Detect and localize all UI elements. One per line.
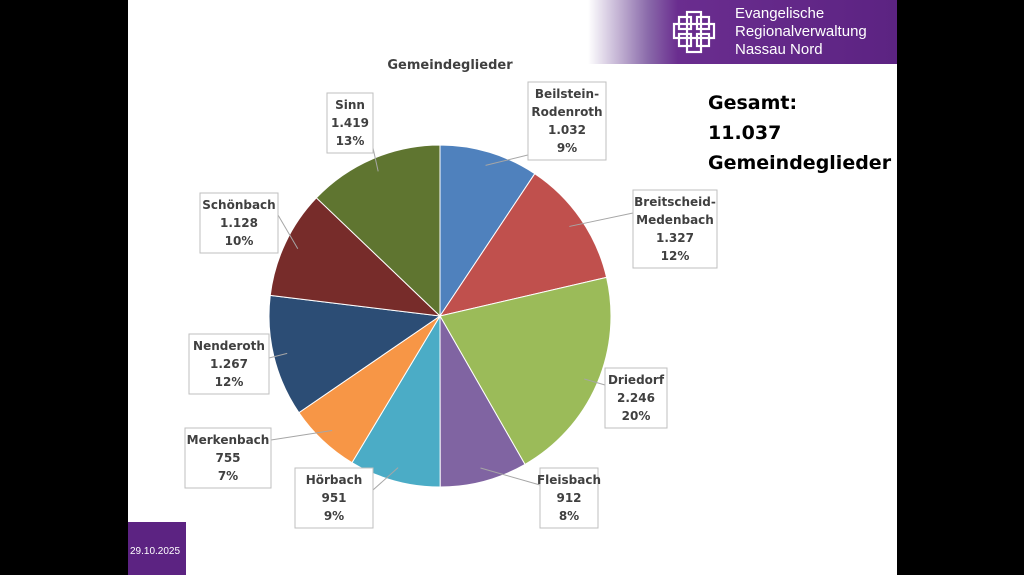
leader-line-nenderoth bbox=[268, 352, 288, 359]
organization-line: Nassau Nord bbox=[735, 41, 823, 58]
data-label-name: Medenbach bbox=[636, 213, 714, 227]
pie-slice-driedorf bbox=[439, 276, 612, 466]
pie-slice-breitscheid-medenbach bbox=[438, 172, 608, 317]
data-label-name: Sinn bbox=[335, 98, 365, 112]
leader-line-fleisbach bbox=[480, 467, 541, 486]
data-label-beilstein-rodenroth: Beilstein- Rodenroth 1.032 9% bbox=[527, 81, 607, 161]
data-label-percent: 8% bbox=[559, 509, 579, 523]
slide: Evangelische Regionalverwaltung Nassau N… bbox=[128, 0, 897, 575]
data-label-value: 1.267 bbox=[210, 357, 248, 371]
data-label-percent: 12% bbox=[661, 249, 690, 263]
data-label-value: 755 bbox=[215, 451, 240, 465]
date-footer: 29.10.2025 bbox=[128, 522, 186, 575]
data-label-box bbox=[199, 192, 279, 254]
organization-line: Evangelische bbox=[735, 5, 825, 22]
data-label-percent: 13% bbox=[336, 134, 365, 148]
data-label-sinn: Sinn 1.419 13% bbox=[326, 92, 374, 154]
data-label-percent: 12% bbox=[215, 375, 244, 389]
pie-slice-sinn bbox=[315, 144, 441, 318]
total-line: Gemeindeglieder bbox=[708, 152, 892, 174]
data-label-box bbox=[326, 92, 374, 154]
data-label-box bbox=[632, 189, 718, 269]
cross-logo-icon bbox=[672, 10, 716, 54]
data-label-box bbox=[184, 427, 272, 489]
data-label-box bbox=[539, 467, 599, 529]
pie-slice-fleisbach bbox=[439, 314, 526, 488]
data-label-value: 1.128 bbox=[220, 216, 258, 230]
data-label-box bbox=[527, 81, 607, 161]
chart-title: Gemeindeglieder bbox=[387, 58, 513, 73]
data-label-merkenbach: Merkenbach 755 7% bbox=[184, 427, 272, 489]
data-label-value: 951 bbox=[321, 491, 346, 505]
leader-line-schonbach bbox=[277, 214, 299, 249]
data-label-name: Schönbach bbox=[202, 198, 275, 212]
data-label-percent: 7% bbox=[218, 469, 238, 483]
data-label-breitscheid-medenbach: Breitscheid- Medenbach 1.327 12% bbox=[632, 189, 718, 269]
data-label-value: 912 bbox=[556, 491, 581, 505]
data-label-name: Breitscheid- bbox=[634, 195, 716, 209]
data-label-box bbox=[604, 367, 668, 429]
pie-slice-beilstein-rodenroth bbox=[439, 144, 536, 318]
total-line: Gesamt: bbox=[708, 92, 798, 114]
data-label-value: 1.419 bbox=[331, 116, 369, 130]
organization-line: Regionalverwaltung bbox=[735, 23, 867, 40]
leader-line-sinn bbox=[372, 147, 379, 172]
total-line: 11.037 bbox=[708, 122, 782, 144]
data-label-name: Hörbach bbox=[306, 473, 363, 487]
data-label-driedorf: Driedorf 2.246 20% bbox=[604, 367, 668, 429]
data-label-percent: 20% bbox=[622, 409, 651, 423]
data-label-name: Beilstein- bbox=[535, 87, 599, 101]
pie-slice-horbach bbox=[351, 314, 441, 488]
leader-line-driedorf bbox=[584, 378, 606, 386]
date-label: 29.10.2025 bbox=[130, 546, 181, 557]
data-label-percent: 9% bbox=[324, 509, 344, 523]
data-label-percent: 9% bbox=[557, 141, 577, 155]
data-label-name: Nenderoth bbox=[193, 339, 265, 353]
data-label-percent: 10% bbox=[225, 234, 254, 248]
data-label-nenderoth: Nenderoth 1.267 12% bbox=[188, 333, 270, 395]
data-label-value: 1.327 bbox=[656, 231, 694, 245]
data-label-name: Merkenbach bbox=[187, 433, 270, 447]
brand-header: Evangelische Regionalverwaltung Nassau N… bbox=[588, 0, 897, 64]
organization-name: Evangelische Regionalverwaltung Nassau N… bbox=[735, 5, 867, 59]
data-label-horbach: Hörbach 951 9% bbox=[294, 467, 374, 529]
data-label-name: Driedorf bbox=[608, 373, 665, 387]
total-summary: Gesamt: 11.037 Gemeindeglieder bbox=[708, 88, 891, 178]
pie-chart: Beilstein- Rodenroth 1.032 9% Breitscheid- Me… bbox=[184, 81, 718, 529]
data-label-fleisbach: Fleisbach 912 8% bbox=[537, 467, 601, 529]
data-label-name: Rodenroth bbox=[531, 105, 602, 119]
data-label-value: 2.246 bbox=[617, 391, 655, 405]
leader-line-horbach bbox=[372, 467, 399, 491]
data-label-box bbox=[188, 333, 270, 395]
data-label-value: 1.032 bbox=[548, 123, 586, 137]
data-label-name: Fleisbach bbox=[537, 473, 601, 487]
pie-slice-schonbach bbox=[269, 197, 442, 317]
data-label-box bbox=[294, 467, 374, 529]
leader-line-merkenbach bbox=[270, 430, 333, 441]
leader-line-breitscheid-medenbach bbox=[569, 212, 634, 227]
data-label-schonbach: Schönbach 1.128 10% bbox=[199, 192, 279, 254]
